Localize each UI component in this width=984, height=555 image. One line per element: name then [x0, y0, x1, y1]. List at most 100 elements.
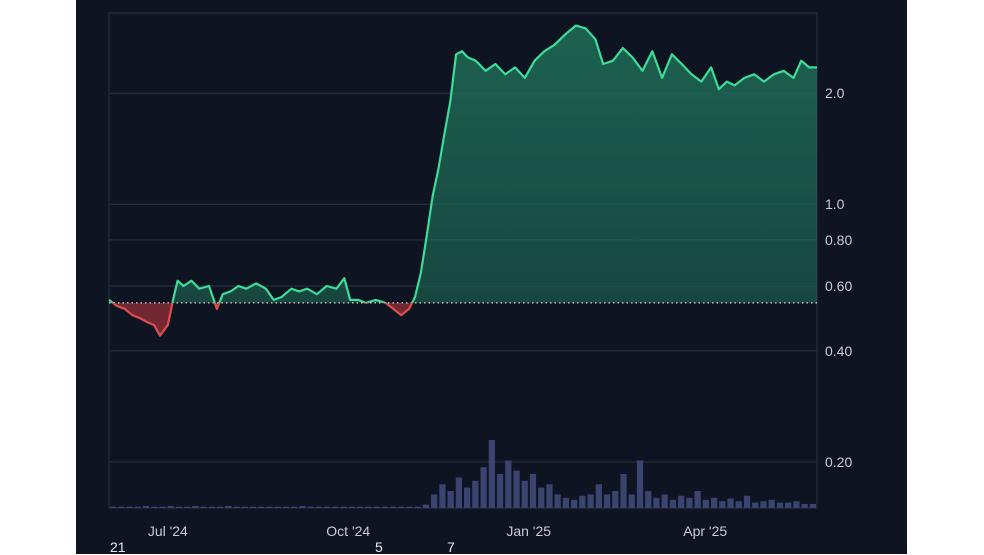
volume-bar [398, 507, 404, 508]
volume-bar [308, 507, 314, 508]
volume-bar [596, 484, 602, 508]
volume-bar [365, 507, 371, 508]
volume-bar [587, 494, 593, 508]
volume-bar [225, 506, 231, 508]
volume-bar [653, 498, 659, 508]
volume-bar [793, 501, 799, 508]
volume-bar [456, 477, 462, 508]
volume-bar [159, 507, 165, 508]
volume-bar [727, 498, 733, 508]
volume-bar [118, 507, 124, 508]
volume-bar [423, 505, 429, 508]
volume-bar [752, 503, 758, 508]
x-tick-label: Oct '24 [326, 523, 370, 539]
volume-bar [505, 460, 511, 508]
volume-bar [513, 471, 519, 508]
volume-bar [349, 507, 355, 508]
volume-bar [489, 440, 495, 508]
volume-bar [192, 506, 198, 508]
volume-bar [670, 500, 676, 508]
volume-bar [209, 507, 215, 508]
volume-bar [785, 503, 791, 508]
volume-bar [135, 507, 141, 508]
volume-bar [266, 507, 272, 508]
volume-bar [546, 484, 552, 508]
volume-bar [415, 507, 421, 508]
volume-bar [579, 496, 585, 508]
volume-bar [637, 460, 643, 508]
volume-bar [678, 496, 684, 508]
y-tick-label: 0.20 [825, 454, 852, 470]
volume-bar [480, 467, 486, 508]
volume-bar [373, 507, 379, 508]
volume-bar [555, 494, 561, 508]
volume-bar [620, 474, 626, 508]
volume-bar [522, 481, 528, 508]
volume-bar [760, 501, 766, 508]
edge-label-1: 21 [110, 539, 126, 555]
volume-bar [736, 501, 742, 508]
volume-bar [719, 501, 725, 508]
volume-bar [448, 491, 454, 508]
edge-label-2: 5 [375, 539, 383, 555]
volume-bar [439, 484, 445, 508]
y-tick-label: 2.0 [825, 85, 845, 101]
volume-bar [744, 496, 750, 508]
volume-bar [184, 507, 190, 508]
volume-bars [110, 440, 816, 508]
area-fill-up [109, 26, 817, 508]
y-tick-label: 0.40 [825, 343, 852, 359]
volume-bar [110, 507, 116, 508]
volume-bar [201, 507, 207, 508]
edge-label-3: 7 [447, 539, 455, 555]
volume-bar [431, 494, 437, 508]
volume-bar [143, 506, 149, 508]
volume-bar [382, 507, 388, 508]
volume-bar [316, 507, 322, 508]
chart-panel: 2.0 1.0 0.80 0.60 0.40 0.20 Jul '24 Oct '24 Jan… [76, 0, 907, 554]
volume-bar [406, 507, 412, 508]
y-axis: 2.0 1.0 0.80 0.60 0.40 0.20 [825, 85, 852, 470]
x-tick-label: Jul '24 [148, 523, 188, 539]
volume-bar [176, 507, 182, 508]
y-tick-label: 0.80 [825, 232, 852, 248]
x-axis: Jul '24 Oct '24 Jan '25 Apr '25 [148, 523, 728, 539]
volume-bar [390, 507, 396, 508]
x-tick-label: Jan '25 [506, 523, 551, 539]
volume-bar [629, 494, 635, 508]
volume-bar [662, 494, 668, 508]
volume-bar [711, 498, 717, 508]
volume-bar [250, 507, 256, 508]
volume-bar [530, 474, 536, 508]
volume-bar [299, 506, 305, 508]
volume-bar [497, 474, 503, 508]
volume-bar [802, 504, 808, 508]
volume-bar [810, 504, 816, 508]
volume-bar [357, 507, 363, 508]
volume-bar [695, 491, 701, 508]
price-chart: 2.0 1.0 0.80 0.60 0.40 0.20 Jul '24 Oct '24 Jan… [76, 0, 907, 554]
volume-bar [341, 507, 347, 508]
volume-bar [324, 507, 330, 508]
volume-bar [571, 500, 577, 508]
price-area [109, 26, 817, 508]
volume-bar [769, 500, 775, 508]
volume-bar [538, 488, 544, 508]
volume-bar [472, 481, 478, 508]
y-tick-label: 0.60 [825, 278, 852, 294]
y-tick-label: 1.0 [825, 196, 845, 212]
volume-bar [563, 498, 569, 508]
volume-bar [217, 507, 223, 508]
volume-bar [612, 491, 618, 508]
volume-bar [604, 494, 610, 508]
volume-bar [168, 506, 174, 508]
volume-bar [242, 507, 248, 508]
volume-bar [283, 507, 289, 508]
volume-bar [291, 507, 297, 508]
volume-bar [233, 507, 239, 508]
x-tick-label: Apr '25 [683, 523, 727, 539]
volume-bar [686, 498, 692, 508]
volume-bar [703, 500, 709, 508]
volume-bar [151, 507, 157, 508]
